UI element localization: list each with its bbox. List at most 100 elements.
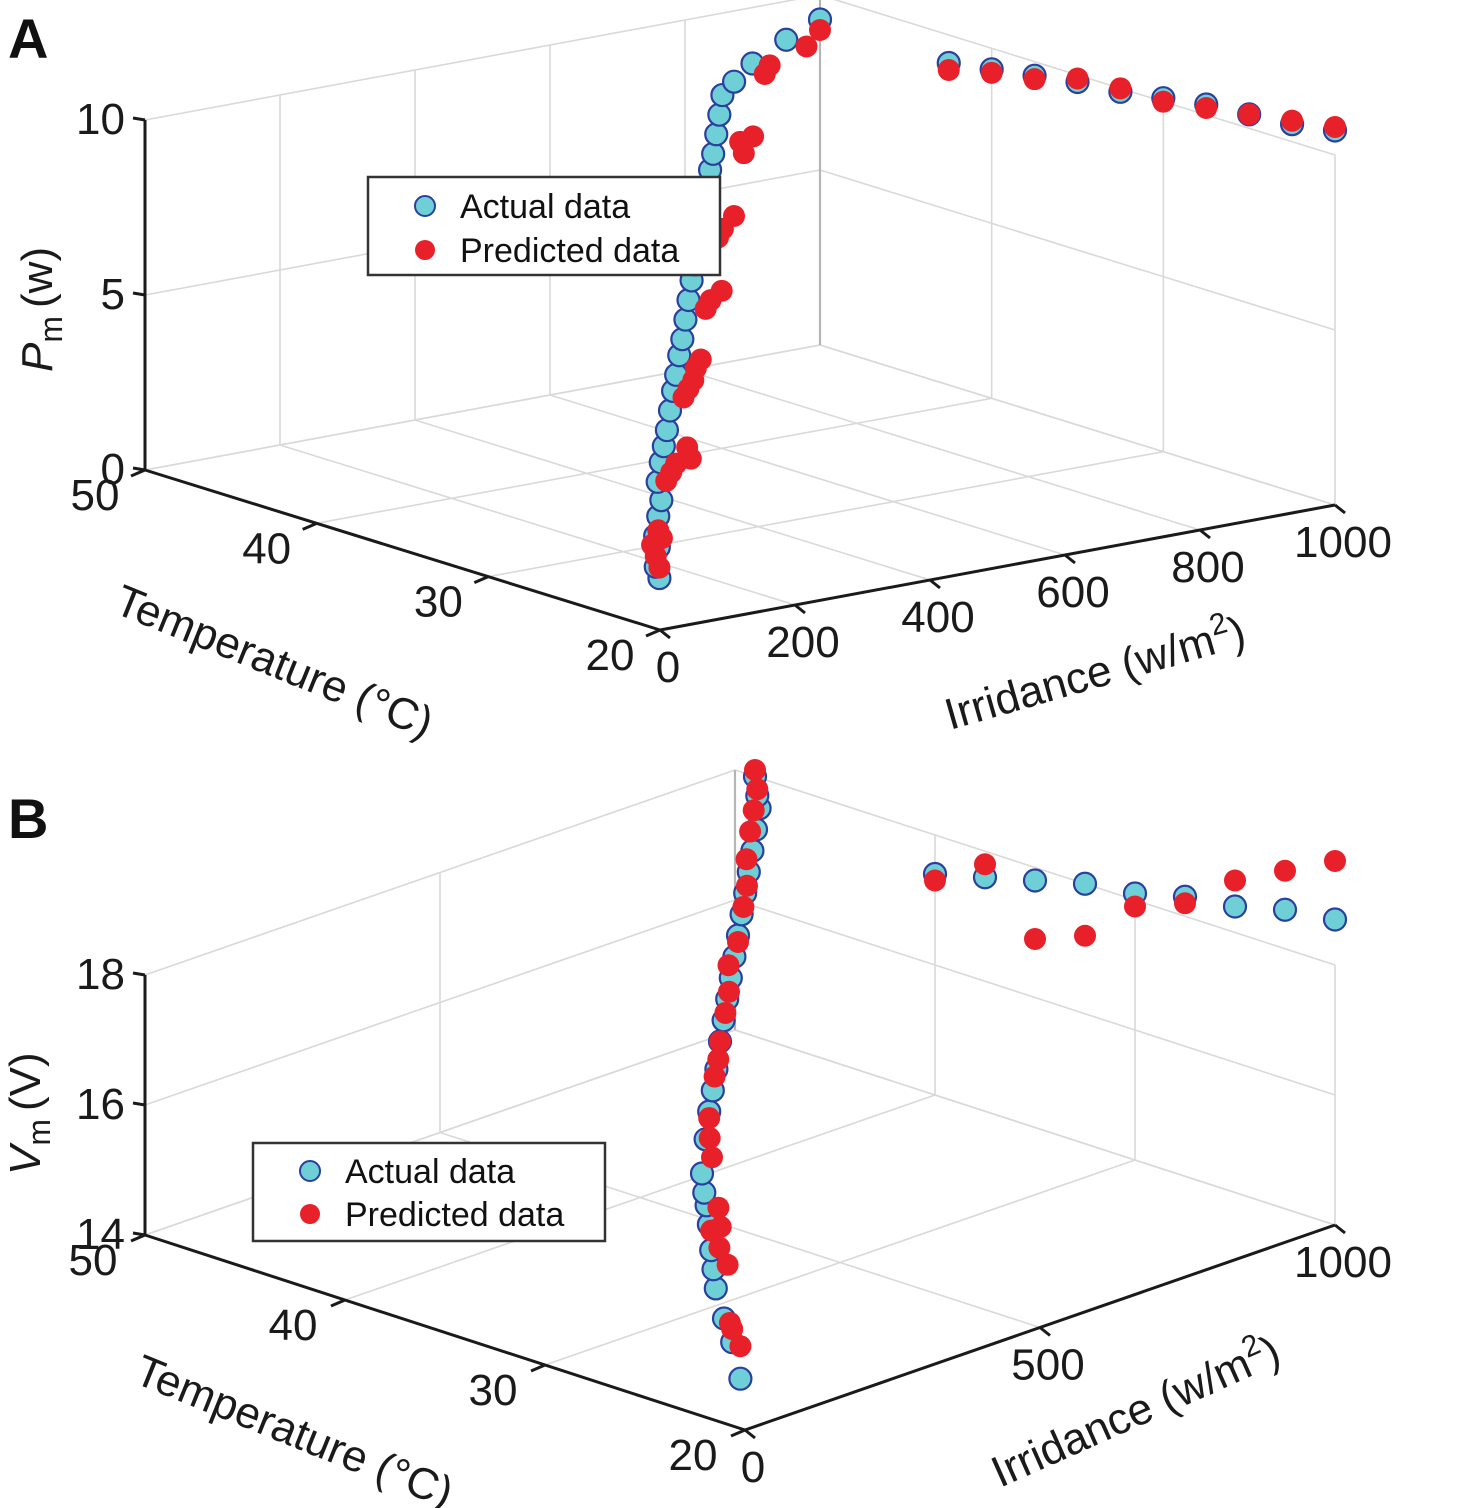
z-tick-label: 5: [101, 270, 125, 319]
irradiance-tick-mark: [1039, 1326, 1051, 1337]
predicted-data-point: [937, 59, 960, 81]
wall-gridline: [144, 899, 736, 1106]
predicted-data-point: [1324, 116, 1346, 138]
irradiance-tick-label: 1000: [1294, 518, 1392, 567]
predicted-data-point: [709, 1030, 731, 1053]
irradiance-tick-label: 600: [1036, 568, 1109, 617]
actual-data-point: [701, 141, 726, 166]
predicted-data-point: [708, 1236, 731, 1259]
panel-b-legend: Actual data Predicted data: [251, 1141, 607, 1243]
z-tick-label: 18: [76, 950, 125, 999]
predicted-data-point: [729, 1335, 752, 1358]
panel-b-letter: B: [8, 787, 48, 850]
irradiance-tick-label: 0: [741, 1443, 765, 1492]
temperature-tick-mark: [130, 1233, 146, 1243]
temperature-tick-mark: [730, 1428, 746, 1438]
panel-b-points: [689, 759, 1348, 1391]
z-tick-mark: [132, 116, 146, 122]
predicted-data-point: [1174, 892, 1196, 915]
predicted-data-point: [1024, 928, 1046, 950]
predicted-data-point: [758, 54, 781, 77]
predicted-data-point: [707, 1048, 730, 1071]
legend-predicted-marker-icon: [415, 240, 435, 260]
temperature-tick-label: 30: [469, 1366, 518, 1415]
predicted-data-point: [689, 348, 712, 371]
predicted-data-point: [742, 125, 765, 148]
temperature-tick-label: 30: [414, 578, 463, 627]
predicted-data-point: [736, 874, 758, 897]
temperature-tick-label: 40: [242, 524, 291, 573]
temperature-tick-mark: [302, 521, 318, 531]
predicted-data-point: [701, 1146, 723, 1169]
wall-gridline: [144, 0, 798, 121]
irradiance-tick-mark: [1334, 503, 1346, 515]
series-actual-data: [689, 764, 1348, 1391]
panel-a-temperature-axis-label: Temperature (°C): [108, 576, 440, 748]
actual-data-point: [721, 69, 747, 94]
temperature-tick-label: 50: [71, 471, 120, 520]
panel-a-letter: A: [8, 7, 48, 70]
predicted-data-point: [924, 869, 946, 892]
predicted-data-point: [698, 1127, 721, 1150]
predicted-data-point: [1224, 869, 1246, 892]
z-tick-label: 16: [76, 1080, 125, 1129]
irradiance-tick-mark: [1334, 1223, 1346, 1235]
predicted-data-point: [1124, 895, 1146, 918]
predicted-data-point: [703, 1065, 726, 1088]
legend-actual-label: Actual data: [460, 188, 630, 226]
predicted-data-point: [710, 279, 733, 302]
series-predicted-data: [641, 19, 1346, 579]
predicted-data-point: [739, 820, 762, 843]
predicted-data-point: [809, 19, 831, 41]
predicted-data-point: [974, 853, 996, 876]
legend-actual-marker-icon: [414, 195, 436, 217]
predicted-data-point: [718, 1311, 741, 1334]
predicted-data-point: [709, 1215, 732, 1238]
z-tick-label: 10: [76, 95, 125, 144]
predicted-data-point: [1274, 859, 1296, 882]
actual-data-point: [1222, 894, 1248, 919]
z-tick-mark: [132, 1101, 146, 1107]
predicted-data-point: [795, 35, 818, 58]
z-tick-mark: [132, 971, 146, 977]
irradiance-tick-mark: [1199, 528, 1211, 540]
predicted-data-point: [1074, 924, 1096, 947]
floor-gridline: [684, 369, 1201, 531]
panel-a-legend: Actual data Predicted data: [366, 175, 722, 277]
actual-data-point: [673, 307, 698, 332]
irradiance-tick-mark: [744, 1428, 756, 1440]
irradiance-tick-label: 200: [766, 618, 839, 667]
predicted-data-point: [1066, 67, 1089, 90]
wall-gridline: [819, 169, 1336, 331]
actual-data-point: [707, 102, 732, 127]
z-tick-label: 14: [76, 1210, 125, 1259]
predicted-data-point: [727, 931, 749, 953]
predicted-data-point: [1238, 103, 1261, 126]
actual-data-point: [728, 1366, 753, 1391]
temperature-axis-line: [144, 1233, 746, 1432]
predicted-data-point: [1195, 97, 1218, 119]
wall-gridline: [734, 899, 1336, 1096]
floor-gridline: [279, 444, 796, 606]
floor-gridline: [344, 1094, 936, 1301]
floor-gridline: [549, 394, 1066, 556]
irradiance-tick-label: 800: [1171, 543, 1244, 592]
actual-data-point: [1322, 907, 1348, 932]
temperature-tick-label: 20: [669, 1431, 718, 1480]
floor-gridline: [544, 1159, 1136, 1366]
series-actual-data: [643, 7, 1348, 591]
z-tick-mark: [132, 291, 146, 297]
temperature-tick-mark: [645, 628, 661, 638]
panel-a-z-axis-label: Pm(w): [13, 247, 69, 372]
predicted-data-point: [746, 778, 769, 801]
wall-gridline: [144, 769, 736, 976]
temperature-tick-mark: [530, 1363, 546, 1373]
actual-data-point: [670, 327, 695, 352]
panel-a-points: [641, 7, 1348, 591]
predicted-data-point: [676, 436, 699, 459]
predicted-data-point: [980, 61, 1003, 84]
predicted-data-point: [716, 1253, 739, 1276]
